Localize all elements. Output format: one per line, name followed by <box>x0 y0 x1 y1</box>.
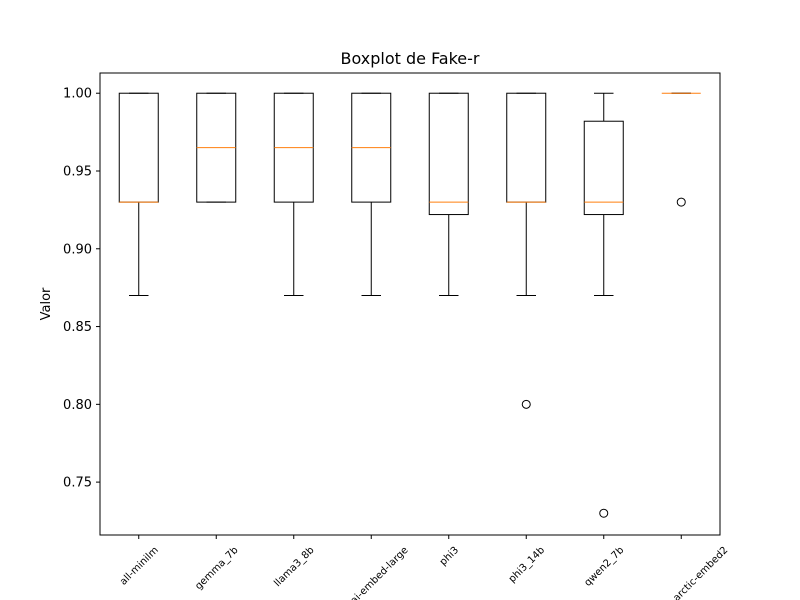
y-tick-label: 0.80 <box>63 398 92 413</box>
x-tick-label: phi3 <box>438 545 461 568</box>
y-tick-label: 0.95 <box>63 165 92 180</box>
x-tick-label: phi3_14b <box>507 545 547 585</box>
flier <box>676 197 686 207</box>
box <box>428 92 469 216</box>
flier <box>521 399 531 409</box>
flier <box>599 508 609 518</box>
y-tick-label: 0.90 <box>63 242 92 257</box>
box <box>118 92 159 203</box>
x-tick-label: llama3_8b <box>272 545 316 589</box>
y-axis-label: Valor <box>39 287 54 320</box>
box <box>583 120 624 216</box>
x-tick-label: qwen2_7b <box>583 545 627 589</box>
axes-frame <box>99 72 721 536</box>
x-tick-label: gemma_7b <box>193 545 240 592</box>
y-tick-label: 1.00 <box>63 87 92 102</box>
box <box>506 92 547 203</box>
y-tick-label: 0.85 <box>63 320 92 335</box>
chart-title: Boxplot de Fake-r <box>340 49 479 68</box>
y-tick-label: 0.75 <box>63 476 92 491</box>
x-tick-label: snowflake-arctic-embed2 <box>634 545 731 600</box>
x-tick-label: mxbai-embed-large <box>333 545 410 600</box>
x-tick-label: all-minilm <box>118 545 161 588</box>
